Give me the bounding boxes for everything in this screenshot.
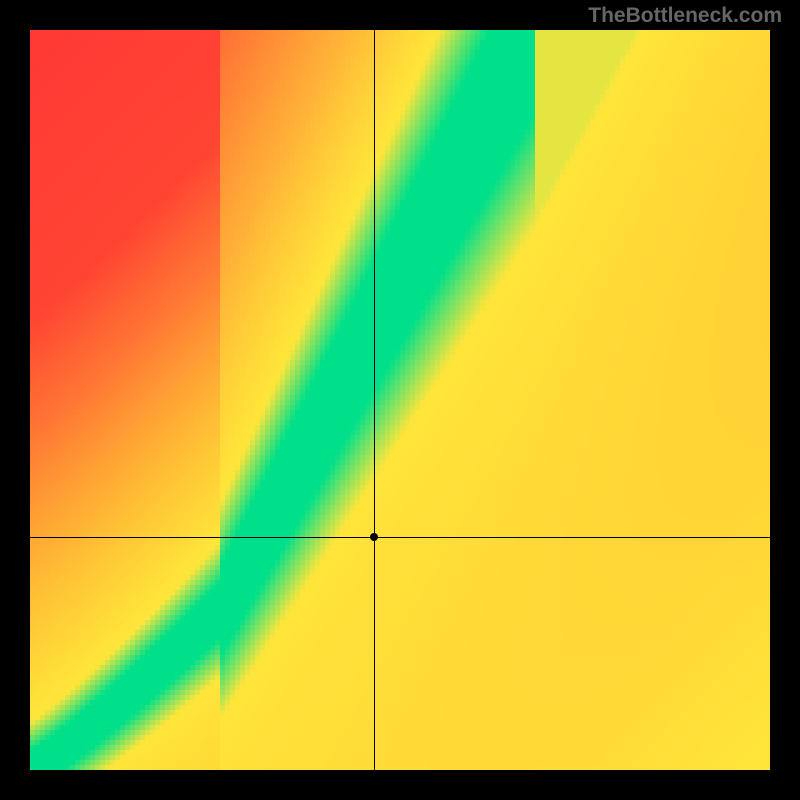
heatmap-plot	[30, 30, 770, 770]
chart-container: TheBottleneck.com	[0, 0, 800, 800]
heatmap-canvas	[30, 30, 770, 770]
crosshair-vertical	[374, 30, 375, 770]
watermark-text: TheBottleneck.com	[588, 4, 782, 28]
crosshair-horizontal	[30, 537, 770, 538]
crosshair-marker	[370, 533, 378, 541]
